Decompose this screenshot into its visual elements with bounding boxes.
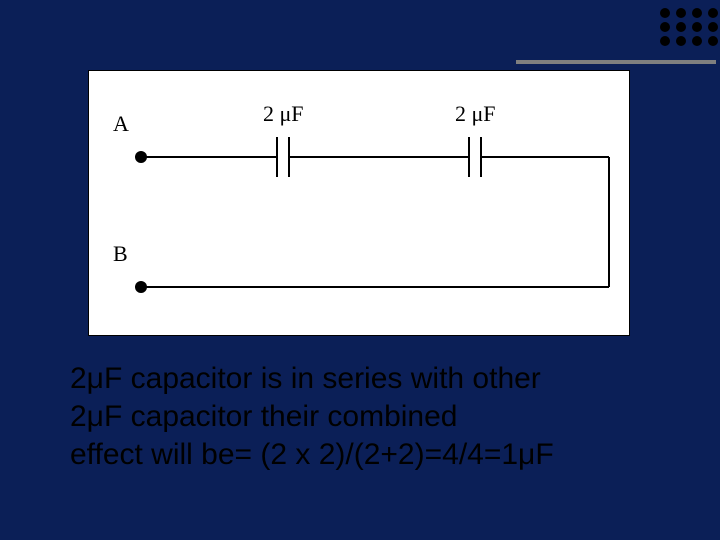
decor-dot: [692, 8, 702, 18]
caption-line: effect will be= (2 x 2)/(2+2)=4/4=1μF: [70, 436, 554, 474]
decor-dot: [708, 8, 718, 18]
terminal-node: [135, 281, 147, 293]
circuit-svg: [89, 71, 629, 335]
slide: 2 μF 2 μF A B 2μF capacitor is in series wit…: [0, 0, 720, 540]
caption-text: 2μF capacitor is in series with other2μF…: [70, 360, 554, 474]
terminal-label: A: [113, 111, 129, 137]
capacitor-label: 2 μF: [455, 101, 496, 127]
decor-dot: [676, 8, 686, 18]
capacitor-label: 2 μF: [263, 101, 304, 127]
terminal-node: [135, 151, 147, 163]
decor-dot: [708, 36, 718, 46]
decor-dot: [676, 36, 686, 46]
terminal-label: B: [113, 241, 128, 267]
decor-dot: [692, 22, 702, 32]
decor-bar: [516, 60, 716, 64]
decor-dot: [660, 22, 670, 32]
decor-dot: [676, 22, 686, 32]
decor-dot: [708, 22, 718, 32]
decor-dot: [660, 36, 670, 46]
caption-line: 2μF capacitor their combined: [70, 398, 554, 436]
decor-dot: [660, 8, 670, 18]
decor-dot: [692, 36, 702, 46]
circuit-panel: 2 μF 2 μF A B: [88, 70, 630, 336]
caption-line: 2μF capacitor is in series with other: [70, 360, 554, 398]
